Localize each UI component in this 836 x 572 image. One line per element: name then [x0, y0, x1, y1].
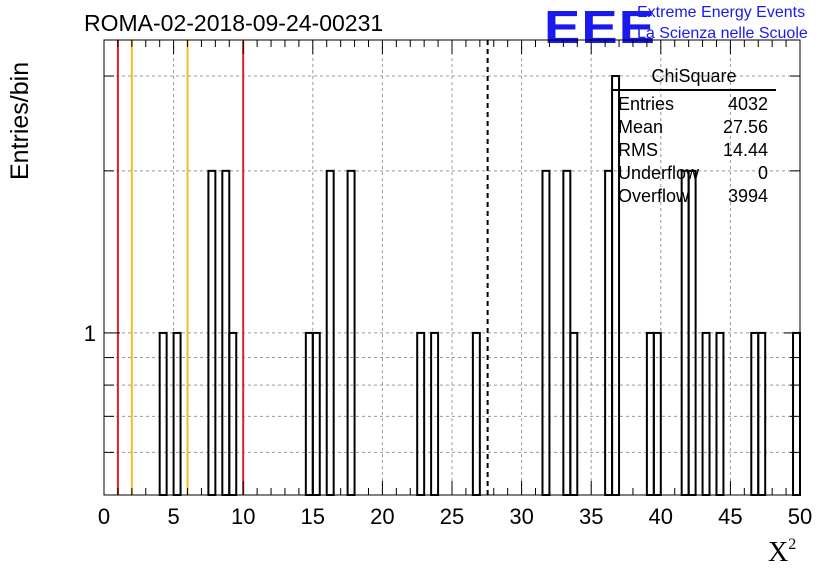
stats-rows: Entries 4032 Mean 27.56 RMS 14.44 Underflow 0 Ov… [612, 93, 776, 208]
stats-label: Underflow [618, 163, 700, 183]
stats-divider [612, 89, 776, 91]
stats-label: Entries [618, 94, 675, 114]
x-axis-label-sup: 2 [788, 536, 797, 553]
stats-label: RMS [618, 140, 658, 160]
eee-logo: EEE [544, 1, 657, 53]
eee-caption-line2: La Scienza nelle Scuole [637, 25, 808, 42]
stats-label: Mean [618, 117, 664, 137]
stats-box: ChiSquare Entries 4032 Mean 27.56 RMS 14.44 Un… [612, 66, 776, 208]
stats-row: RMS 14.44 [612, 139, 776, 162]
x-axis-label-base: X [768, 537, 789, 568]
x-tick-label: 0 [98, 504, 110, 529]
stats-value: 0 [757, 163, 768, 183]
eee-caption-line1: Extreme Energy Events [637, 4, 806, 21]
x-tick-label: 20 [370, 504, 394, 529]
stats-label: Overflow [618, 186, 690, 206]
x-tick-label: 40 [649, 504, 673, 529]
stats-value: 14.44 [722, 140, 768, 160]
stats-title: ChiSquare [651, 66, 737, 86]
stats-row: Mean 27.56 [612, 116, 776, 139]
x-tick-label: 10 [231, 504, 255, 529]
stats-row: Overflow 3994 [612, 185, 776, 208]
x-tick-label: 50 [788, 504, 812, 529]
stats-row: Entries 4032 [612, 93, 776, 116]
x-tick-label: 25 [440, 504, 464, 529]
x-axis-label: X2 [768, 536, 796, 569]
x-tick-label: 30 [509, 504, 533, 529]
stats-value: 27.56 [722, 117, 768, 137]
y-tick-label: 1 [84, 321, 96, 346]
x-tick-label: 35 [579, 504, 603, 529]
x-tick-label: 5 [167, 504, 179, 529]
eee-caption: Extreme Energy Events La Scienza nelle S… [637, 2, 808, 44]
stats-value: 4032 [727, 94, 768, 114]
stats-value: 3994 [727, 186, 768, 206]
stats-row: Underflow 0 [612, 162, 776, 185]
x-tick-label: 15 [301, 504, 325, 529]
chart-title: ROMA-02-2018-09-24-00231 [84, 10, 384, 36]
x-tick-label: 45 [718, 504, 742, 529]
